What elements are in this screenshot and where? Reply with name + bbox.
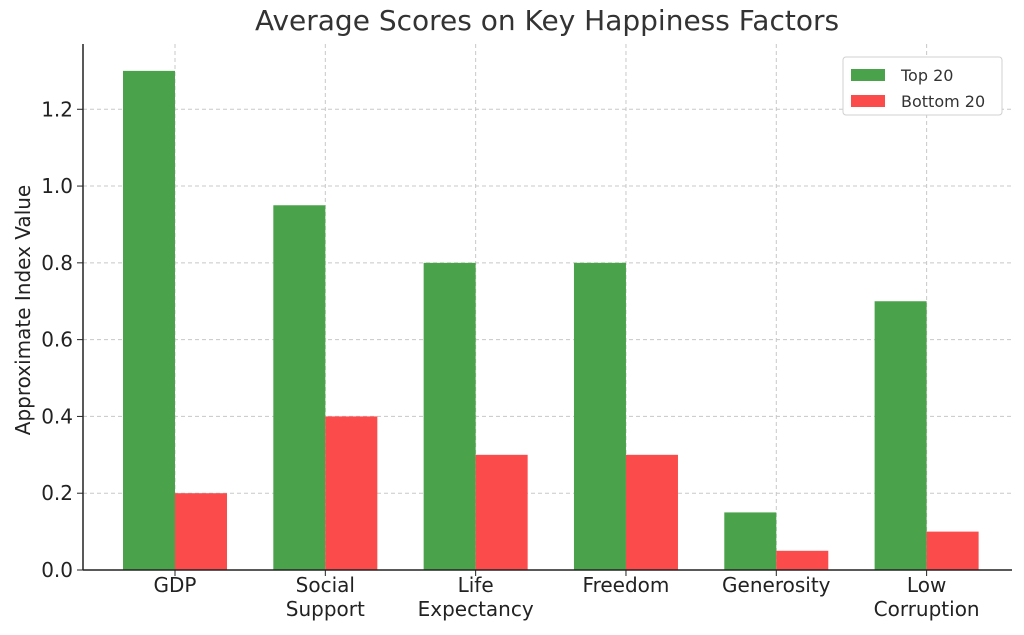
bar-bottom-20: [926, 531, 979, 570]
bar-top-20: [573, 262, 626, 570]
y-tick-label: 1.0: [41, 174, 73, 198]
x-tick-label: GDP: [154, 573, 197, 597]
legend: Top 20 Bottom 20: [842, 56, 1003, 116]
bar-bottom-20: [325, 416, 378, 570]
bar-bottom-20: [175, 493, 227, 570]
legend-label: Bottom 20: [901, 92, 985, 111]
x-tick-labels: GDP Social Support Life Expectancy Freedom Gen…: [154, 573, 980, 621]
y-tick-label: 0.8: [41, 251, 73, 275]
bar-top-20: [724, 512, 777, 570]
bar-top-20: [423, 262, 476, 570]
y-tick-label: 0.6: [41, 328, 73, 352]
chart-title: Average Scores on Key Happiness Factors: [254, 4, 840, 37]
legend-swatch: [851, 95, 885, 107]
bar-top-20: [874, 301, 927, 570]
x-tick-label: Life Expectancy: [418, 573, 534, 621]
y-tick-label: 0.2: [41, 481, 73, 505]
x-tick-label: Freedom: [583, 573, 670, 597]
y-tick-labels: 0.0 0.2 0.4 0.6 0.8 1.0 1.2: [41, 97, 73, 582]
gridlines: [83, 44, 1012, 570]
bar-bottom-20: [776, 550, 829, 570]
y-axis-title: Approximate Index Value: [11, 185, 35, 435]
x-tick-label: Low Corruption: [874, 573, 980, 621]
bars: [123, 70, 979, 570]
x-tick-label: Social Support: [286, 573, 365, 621]
y-tick-label: 0.0: [41, 558, 73, 582]
y-tick-label: 1.2: [41, 97, 73, 121]
legend-swatch: [851, 69, 885, 81]
bar-bottom-20: [475, 454, 528, 570]
bar-top-20: [123, 70, 175, 570]
y-tick-label: 0.4: [41, 404, 73, 428]
bar-bottom-20: [625, 454, 678, 570]
bar-top-20: [273, 205, 326, 570]
x-tick-label: Generosity: [722, 573, 831, 597]
axes: [77, 44, 1012, 576]
legend-label: Top 20: [900, 66, 953, 85]
